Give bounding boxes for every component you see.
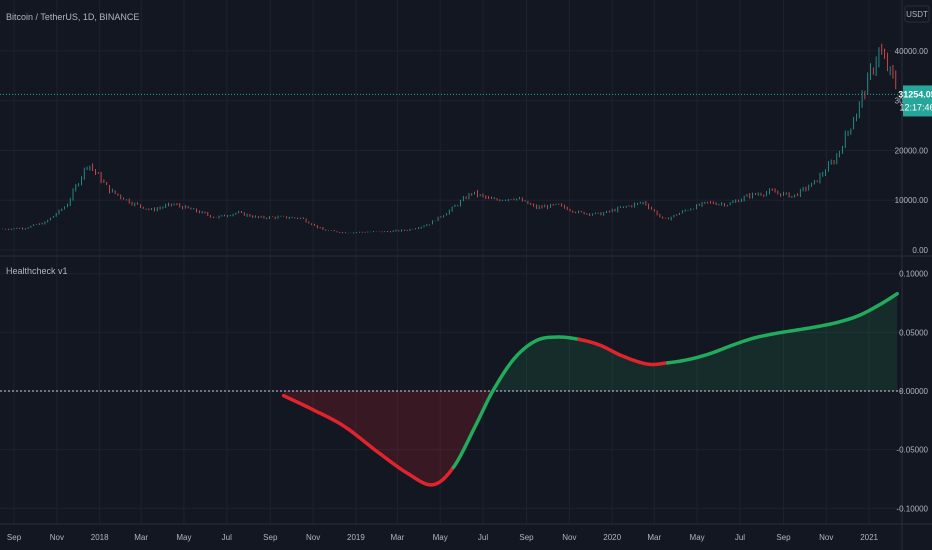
health-fill (283, 293, 898, 485)
health-line (281, 291, 899, 487)
time-tick-label: Nov (819, 533, 833, 542)
time-tick-label: Sep (776, 533, 791, 542)
price-tick-label: 0.00 (912, 246, 928, 255)
health-line-segment-down (577, 337, 670, 367)
price-tick-label: 20000.00 (895, 146, 929, 155)
price-tick-label: 10000.00 (895, 196, 929, 205)
time-tick-label: Nov (306, 533, 320, 542)
health-tick-label: 0.10000 (899, 270, 928, 279)
time-tick-label: Jul (735, 533, 745, 542)
time-tick-label: Sep (7, 533, 22, 542)
grid-layer (0, 0, 902, 524)
symbol-title[interactable]: Bitcoin / TetherUS, 1D, BINANCE (6, 12, 139, 22)
health-tick-label: -0.05000 (896, 446, 928, 455)
time-tick-label: Mar (134, 533, 148, 542)
negative-area-fill (283, 391, 495, 485)
time-tick-label: Sep (263, 533, 278, 542)
price-tick-label: 40000.00 (895, 47, 929, 56)
health-line-segment-up (665, 291, 899, 365)
time-tick-label: Nov (562, 533, 576, 542)
health-pane[interactable] (0, 291, 902, 487)
health-axis[interactable]: -0.10000 -0.05000 0.00000 0.05000 0.10000 (896, 270, 928, 514)
last-price-badge: 31254.05 12:17:46 (898, 85, 932, 117)
positive-area-fill (494, 293, 898, 391)
time-tick-label: Jul (222, 533, 232, 542)
price-candles (2, 43, 897, 234)
time-tick-label: 2019 (347, 533, 365, 542)
time-tick-label: Nov (50, 533, 64, 542)
currency-button[interactable] (904, 5, 930, 23)
health-tick-label: 0.05000 (899, 328, 928, 337)
time-tick-label: May (433, 533, 448, 542)
health-line-segment-up (451, 335, 581, 469)
bar-countdown: 12:17:46 (899, 102, 932, 112)
time-tick-label: Jul (478, 533, 488, 542)
health-line-segment-down (281, 393, 456, 487)
time-tick-label: Mar (390, 533, 404, 542)
last-price-value: 31254.05 (898, 89, 932, 99)
health-tick-label: 0.00000 (899, 387, 928, 396)
time-tick-label: May (176, 533, 191, 542)
indicator-title[interactable]: Healthcheck v1 (6, 266, 68, 276)
time-tick-label: 2020 (603, 533, 621, 542)
health-tick-label: -0.10000 (896, 504, 928, 513)
currency-label: USDT (906, 10, 928, 19)
time-tick-label: Sep (519, 533, 534, 542)
time-tick-label: Mar (647, 533, 661, 542)
time-tick-label: 2018 (91, 533, 109, 542)
time-axis[interactable]: Sep Nov 2018 Mar May Jul Sep Nov 2019 Mar May Jul Se… (7, 533, 879, 542)
time-tick-label: May (690, 533, 705, 542)
price-pane[interactable] (0, 43, 902, 234)
time-tick-label: 2021 (860, 533, 878, 542)
